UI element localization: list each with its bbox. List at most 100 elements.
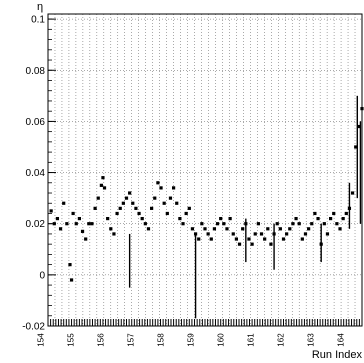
x-tick-label: 156	[97, 333, 106, 347]
data-point	[68, 263, 72, 267]
data-point	[303, 232, 308, 236]
data-point	[65, 222, 69, 226]
data-point	[156, 181, 160, 185]
x-tick-label: 157	[127, 333, 136, 347]
data-point	[244, 222, 248, 226]
data-point	[200, 222, 204, 226]
data-point	[209, 237, 213, 241]
x-tick-label: 158	[157, 333, 166, 347]
data-point	[313, 211, 317, 216]
data-point	[325, 232, 330, 236]
data-point	[294, 216, 298, 221]
data-point	[121, 201, 125, 205]
x-tick-label: 164	[337, 333, 346, 347]
data-point	[291, 222, 295, 226]
data-point	[278, 227, 282, 231]
data-point	[272, 232, 276, 236]
data-point	[253, 232, 257, 236]
data-point	[134, 206, 138, 210]
data-point	[275, 222, 279, 226]
data-point	[102, 186, 107, 190]
data-point	[354, 145, 358, 149]
data-point	[241, 227, 245, 231]
data-point	[146, 227, 151, 231]
data-point	[285, 232, 289, 236]
x-tick-label: 160	[217, 333, 226, 347]
data-point	[222, 222, 226, 226]
x-tick-label: 159	[187, 333, 196, 347]
data-point	[150, 206, 154, 210]
x-axis-title: Run Index	[312, 349, 363, 361]
y-tick-label: 0	[39, 270, 45, 281]
data-point	[300, 237, 304, 241]
data-point	[190, 227, 195, 231]
data-point	[162, 201, 166, 205]
data-point	[297, 222, 301, 226]
data-point	[84, 237, 88, 241]
data-point	[74, 222, 78, 226]
data-point	[247, 237, 251, 241]
data-point	[357, 124, 361, 129]
data-point	[316, 216, 320, 221]
data-point	[332, 211, 336, 216]
data-point	[338, 227, 342, 231]
data-point	[159, 186, 163, 190]
data-point	[172, 186, 176, 190]
data-point	[168, 196, 173, 200]
data-point	[115, 211, 119, 216]
data-point	[124, 196, 129, 200]
y-tick-label: 0.1	[31, 15, 45, 26]
data-point	[307, 227, 311, 231]
grid-lines	[48, 14, 362, 327]
data-point	[256, 222, 260, 226]
data-point	[109, 227, 113, 231]
data-point	[250, 242, 254, 246]
data-point	[128, 191, 132, 195]
data-point	[259, 232, 264, 236]
data-point	[219, 216, 223, 221]
data-point	[335, 222, 339, 226]
x-tick-label: 162	[277, 333, 286, 347]
data-point	[215, 222, 220, 226]
data-point	[193, 232, 198, 236]
y-tick-label: 0.02	[26, 219, 46, 230]
y-tick-label: 0.06	[26, 117, 46, 128]
y-tick-label: 0.04	[26, 168, 46, 179]
data-point	[112, 232, 116, 236]
data-point	[90, 222, 94, 226]
data-point	[288, 227, 292, 231]
x-tick-label: 154	[37, 333, 46, 347]
data-point	[71, 211, 75, 216]
data-point	[322, 222, 326, 226]
data-point	[203, 227, 207, 231]
data-point	[178, 216, 182, 221]
data-point	[329, 216, 333, 221]
data-point	[197, 237, 201, 241]
data-point	[62, 201, 66, 205]
data-point	[347, 206, 352, 210]
data-point	[237, 242, 242, 246]
data-point	[310, 222, 314, 226]
data-point	[281, 237, 286, 241]
data-point	[101, 176, 105, 180]
data-point	[58, 227, 63, 231]
data-point	[143, 222, 147, 226]
data-point	[93, 206, 97, 210]
data-point	[187, 206, 191, 210]
data-point	[225, 227, 229, 231]
data-point	[165, 211, 169, 216]
data-point	[77, 216, 81, 221]
y-tick-label: 0.08	[26, 66, 46, 77]
data-points	[49, 95, 364, 319]
data-point	[181, 222, 185, 226]
data-point	[106, 216, 110, 221]
data-point	[184, 211, 188, 216]
data-point	[234, 237, 238, 241]
y-axis-title: η	[37, 1, 43, 13]
data-point	[350, 191, 355, 195]
data-point	[206, 232, 210, 236]
data-point	[341, 216, 345, 221]
plot-frame	[47, 13, 363, 327]
data-point	[118, 206, 122, 210]
data-point	[87, 222, 91, 226]
